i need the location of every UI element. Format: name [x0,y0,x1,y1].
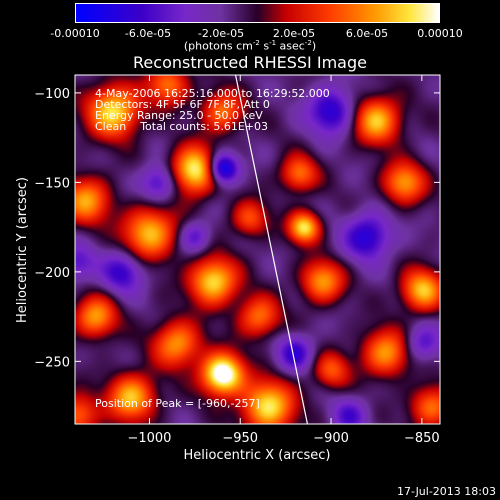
colorbar-tick-label: 6.0e-05 [345,27,389,40]
y-tick-label: −200 [34,266,70,281]
colorbar-tick-label: 0.00010 [417,27,463,40]
x-tick-label: −1000 [127,431,171,446]
colorbar-tick-label: -6.0e-05 [124,27,172,40]
plot-frame [74,74,441,425]
annotation-clean-counts: Clean Total counts: 5.61E+03 [95,120,268,133]
annotation-block: 4-May-2006 16:25:16.000 to 16:29:52.000 … [95,87,330,410]
colorbar-tick-label: 2.0e-05 [272,27,316,40]
x-tick-label: −900 [313,431,349,446]
heatmap-image [75,75,440,424]
x-ticks: −1000 −950 −900 −850 [127,75,440,446]
annotation-energy-range: Energy Range: 25.0 - 50.0 keV [95,109,263,122]
x-tick-label: −950 [222,431,258,446]
footer-date: 17-Jul-2013 18:03 [396,485,496,498]
heatmap-raster [75,75,440,424]
chart-title: Reconstructed RHESSI Image [133,53,367,72]
colorbar-units: (photons cm-2 s-1 asec-2) [183,39,317,53]
y-ticks: −100 −150 −200 −250 [34,87,440,370]
y-tick-label: −150 [34,176,70,191]
x-axis-label: Heliocentric X (arcsec) [184,448,331,463]
annotation-detectors: Detectors: 4F 5F 6F 7F 8F, Att 0 [95,98,270,111]
y-tick-label: −100 [34,87,70,102]
y-tick-label: −250 [34,355,70,370]
x-tick-label: −850 [404,431,440,446]
colorbar-tick-label: -2.0e-05 [197,27,245,40]
colorbar-tick-label: -0.00010 [50,27,100,40]
annotation-time-range: 4-May-2006 16:25:16.000 to 16:29:52.000 [95,87,330,100]
y-axis-label: Heliocentric Y (arcsec) [15,177,30,323]
colorbar [75,3,440,23]
solar-limb-line [234,75,309,424]
annotation-peak-position: Position of Peak = [-960,-257] [95,397,260,410]
